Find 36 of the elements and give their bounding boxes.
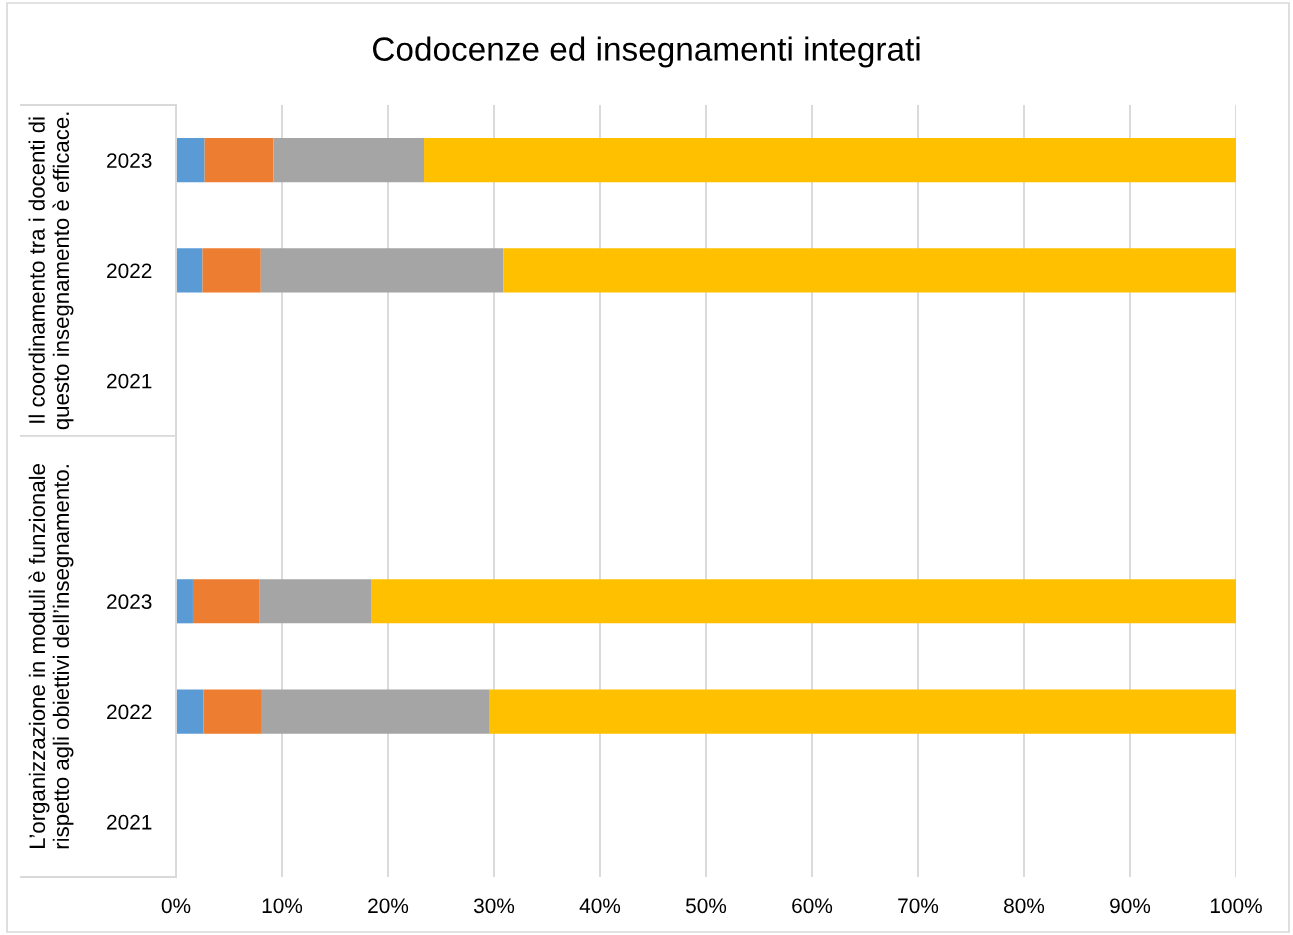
x-tick-label: 60% xyxy=(792,898,833,914)
x-tick-label: 20% xyxy=(368,898,409,914)
text: L’organizzazione in moduli è funzionale rispetto agli obiettivi dell’insegnamento. xyxy=(28,464,74,849)
bar xyxy=(273,138,425,183)
text: Il coordinamento tra i docenti di questo insegnamento è efficace. xyxy=(28,112,74,430)
y-tick-label: 2022 xyxy=(107,263,152,279)
bar xyxy=(176,579,193,624)
y-tick-label: 2021 xyxy=(107,814,152,830)
y-tick-label: 2021 xyxy=(107,373,152,389)
bar xyxy=(371,579,1236,624)
x-tick-label: 50% xyxy=(685,898,727,914)
bar xyxy=(192,579,260,624)
bar xyxy=(204,138,274,183)
bar xyxy=(176,689,204,734)
bar xyxy=(203,689,262,734)
x-tick-label: 10% xyxy=(262,898,303,914)
x-tick-label: 100% xyxy=(1210,898,1262,914)
bar xyxy=(260,248,504,293)
x-tick-label: 0% xyxy=(161,898,191,914)
bar xyxy=(176,248,203,293)
x-tick-label: 40% xyxy=(579,898,621,914)
bar xyxy=(259,579,372,624)
bar xyxy=(202,248,261,293)
y-tick-label: 2023 xyxy=(107,153,152,168)
bar xyxy=(489,689,1236,734)
bar xyxy=(176,138,205,183)
x-tick-label: 30% xyxy=(473,898,515,914)
y-tick-label: 2023 xyxy=(107,594,152,610)
x-tick-label: 70% xyxy=(898,898,939,914)
chart-title: Codocenze ed insegnamenti integrati xyxy=(373,36,920,68)
bar xyxy=(424,138,1236,183)
y-tick-label: 2022 xyxy=(107,704,152,720)
x-tick-label: 90% xyxy=(1110,898,1151,914)
bar xyxy=(503,248,1236,293)
bar xyxy=(261,689,490,734)
x-tick-label: 80% xyxy=(1004,898,1045,914)
